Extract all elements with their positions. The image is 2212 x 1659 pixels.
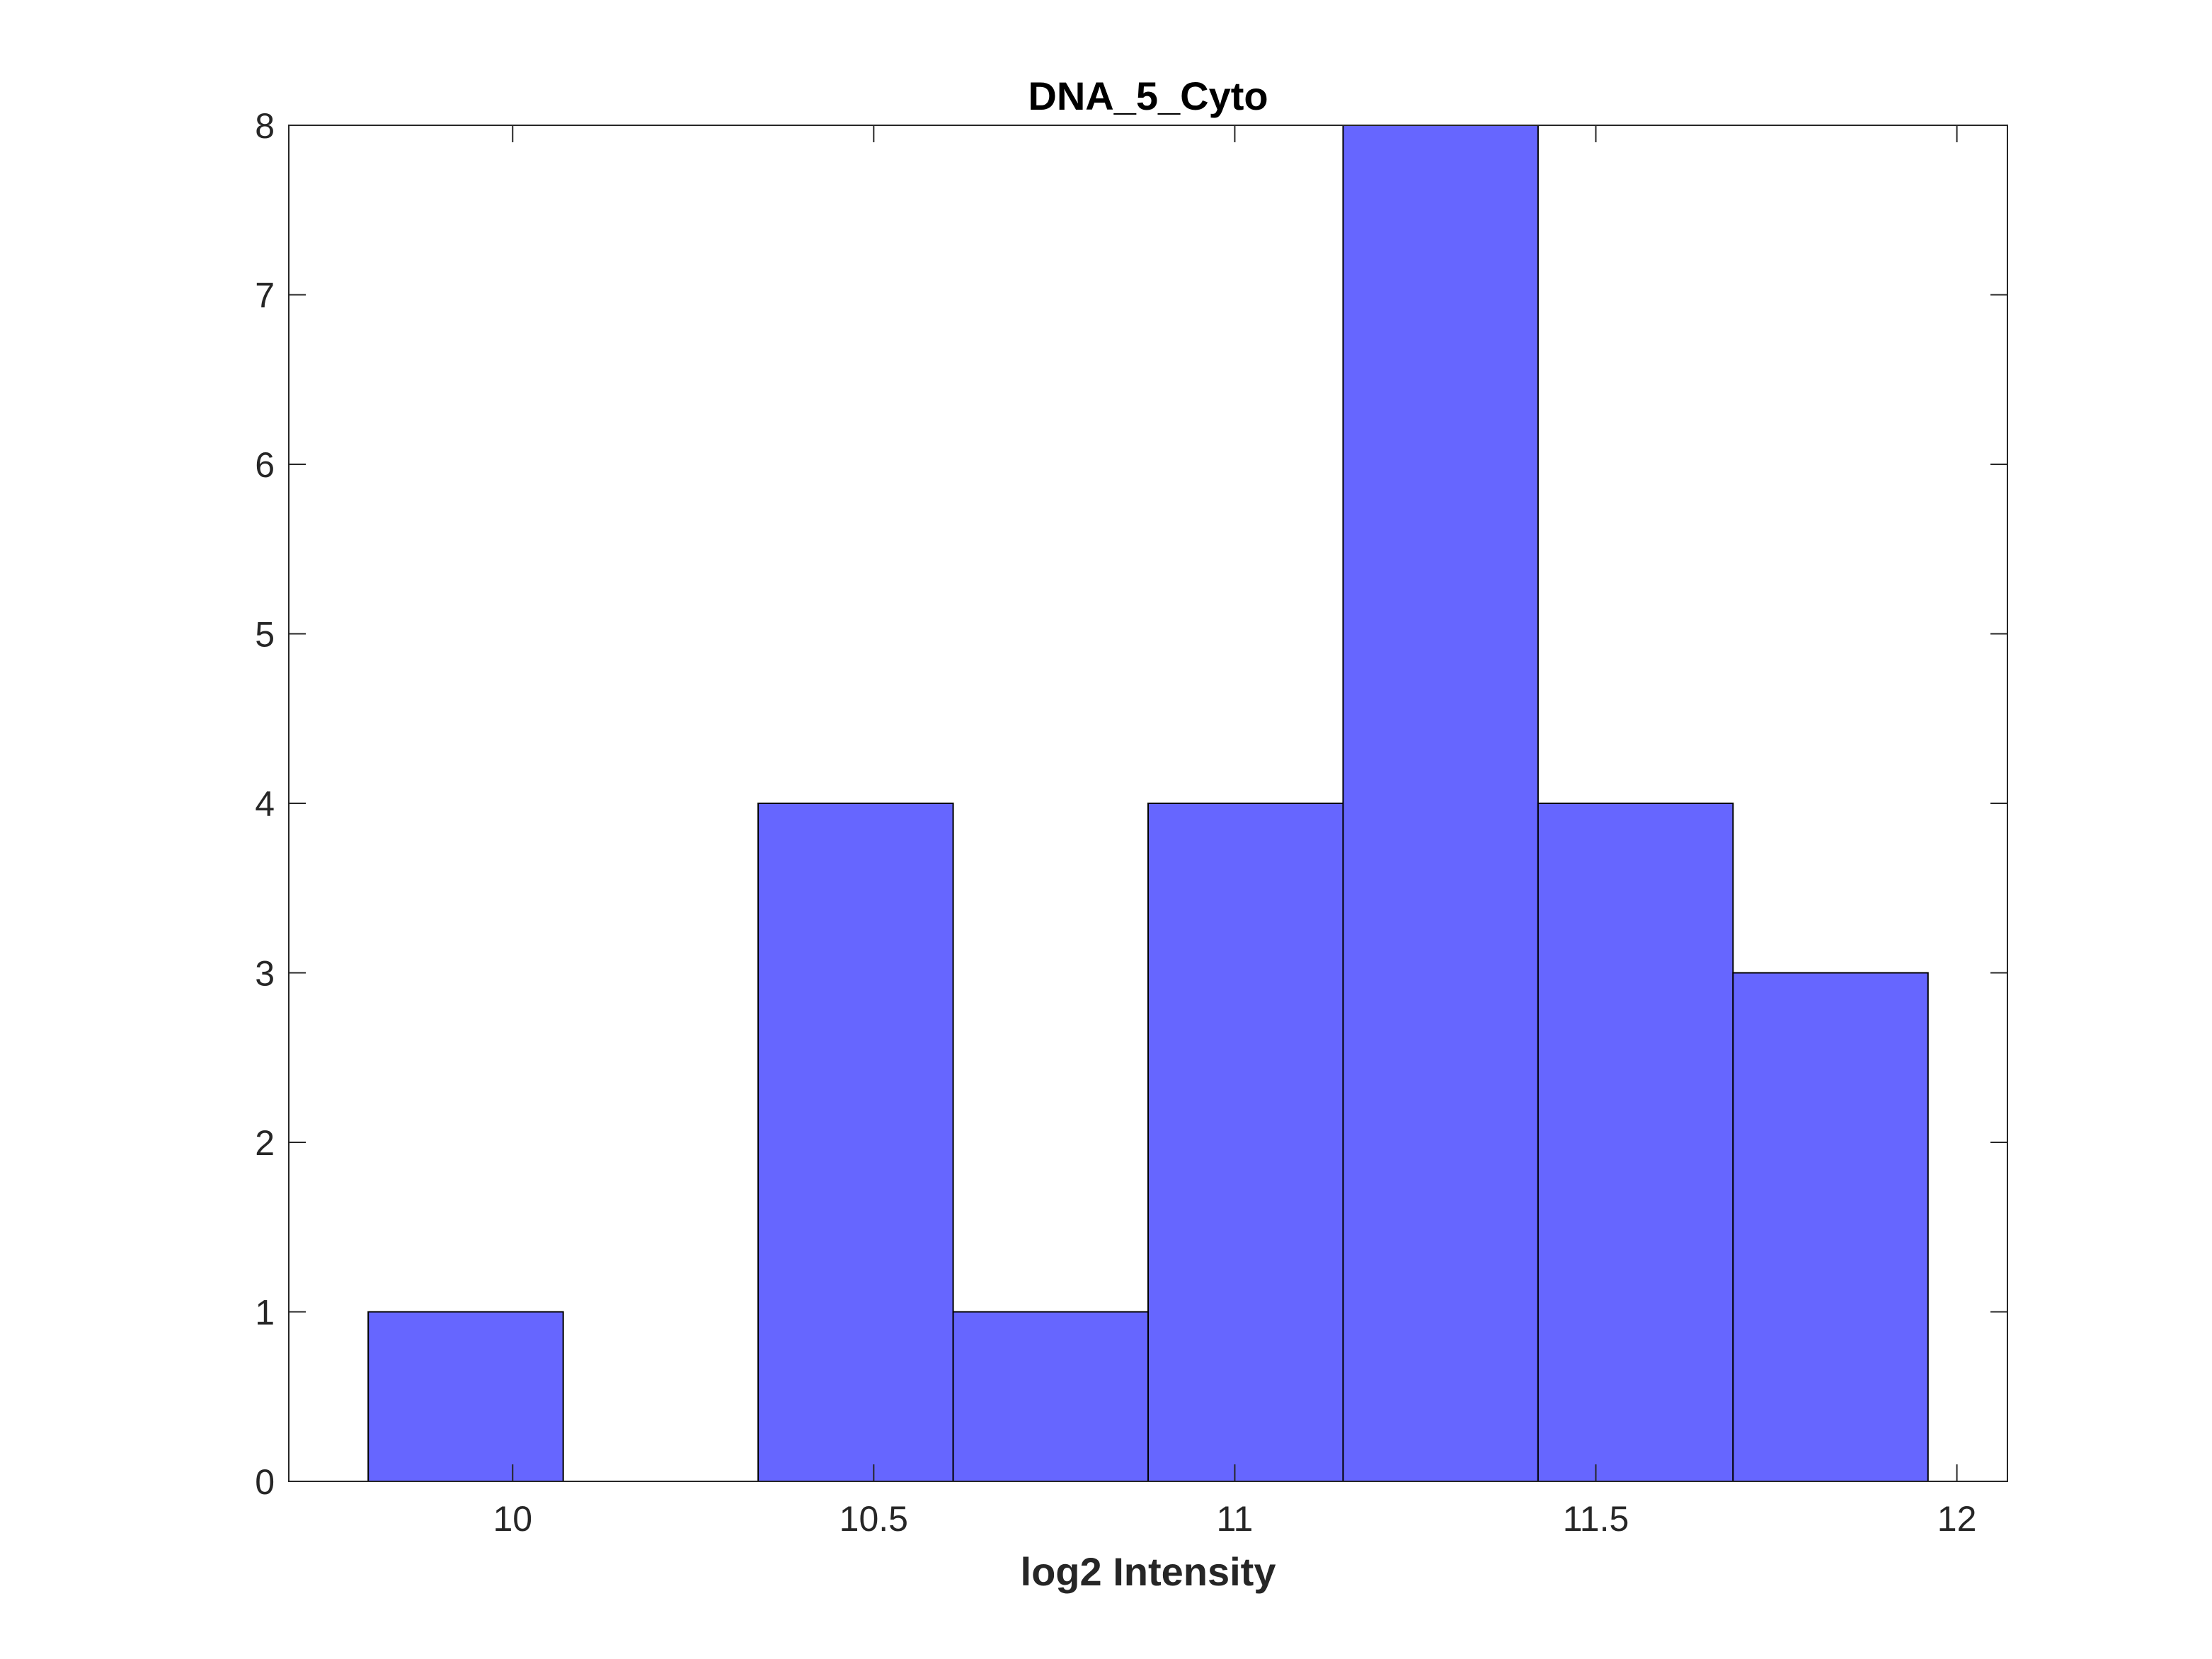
y-tick-label: 6 [255,445,275,485]
y-tick-label: 3 [255,954,275,994]
histogram-bar [367,1311,564,1482]
histogram-bar [757,803,954,1482]
y-tick-label: 1 [255,1293,275,1333]
x-tick-label: 11.5 [1563,1499,1629,1539]
y-tick-label: 7 [255,276,275,316]
x-axis-title: log2 Intensity [1021,1549,1276,1594]
x-tick-label: 10.5 [839,1499,908,1539]
histogram-bar [952,1311,1149,1482]
histogram-bar [1147,803,1344,1482]
x-tick-label: 12 [1937,1499,1977,1539]
histogram-bar [1732,972,1929,1482]
y-tick-label: 4 [255,784,275,824]
y-tick-label: 2 [255,1123,275,1163]
y-tick-label: 8 [255,106,275,146]
y-tick-label: 5 [255,615,275,655]
x-tick-label: 10 [493,1499,532,1539]
bars-layer [367,125,1929,1482]
chart-title: DNA_5_Cyto [1028,74,1268,118]
histogram-bar [1342,125,1539,1482]
x-tick-label: 11 [1216,1499,1253,1539]
y-tick-label: 0 [255,1462,275,1502]
histogram-bar [1537,803,1734,1482]
